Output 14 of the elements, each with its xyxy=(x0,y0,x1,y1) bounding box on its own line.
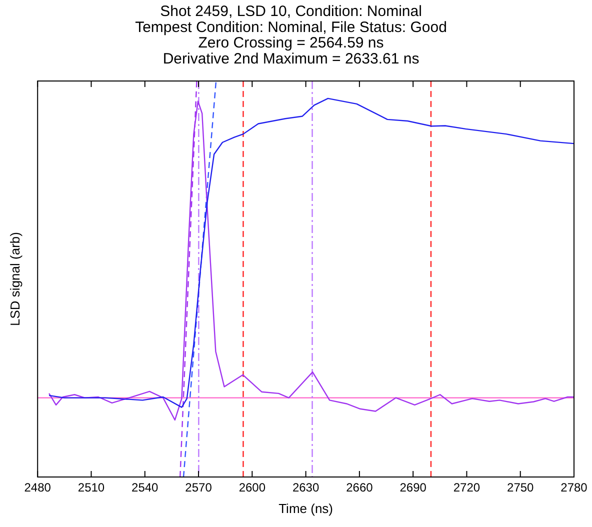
x-tick-label: 2570 xyxy=(185,480,212,495)
chart-title: Shot 2459, LSD 10, Condition: Nominal Tempest Condition: Nominal, File Status: Good Zero Crossing = 2564.59 ns Derivative 2nd Maximum = 2633.61 ns xyxy=(135,3,447,68)
y-axis-title: LSD signal (arb) xyxy=(7,232,22,326)
x-tick-label: 2780 xyxy=(560,480,588,495)
x-tick-label: 2660 xyxy=(346,480,374,495)
x-tick-label: 2630 xyxy=(292,480,320,495)
x-tick-label: 2540 xyxy=(132,480,159,495)
x-tick-label: 2480 xyxy=(24,480,52,495)
x-tick-label: 2750 xyxy=(507,480,534,495)
x-tick-label: 2720 xyxy=(453,480,480,495)
x-tick-label: 2690 xyxy=(400,480,427,495)
x-tick-label: 2510 xyxy=(78,480,105,495)
x-axis-title: Time (ns) xyxy=(278,500,334,516)
x-tick-label: 2600 xyxy=(238,480,266,495)
